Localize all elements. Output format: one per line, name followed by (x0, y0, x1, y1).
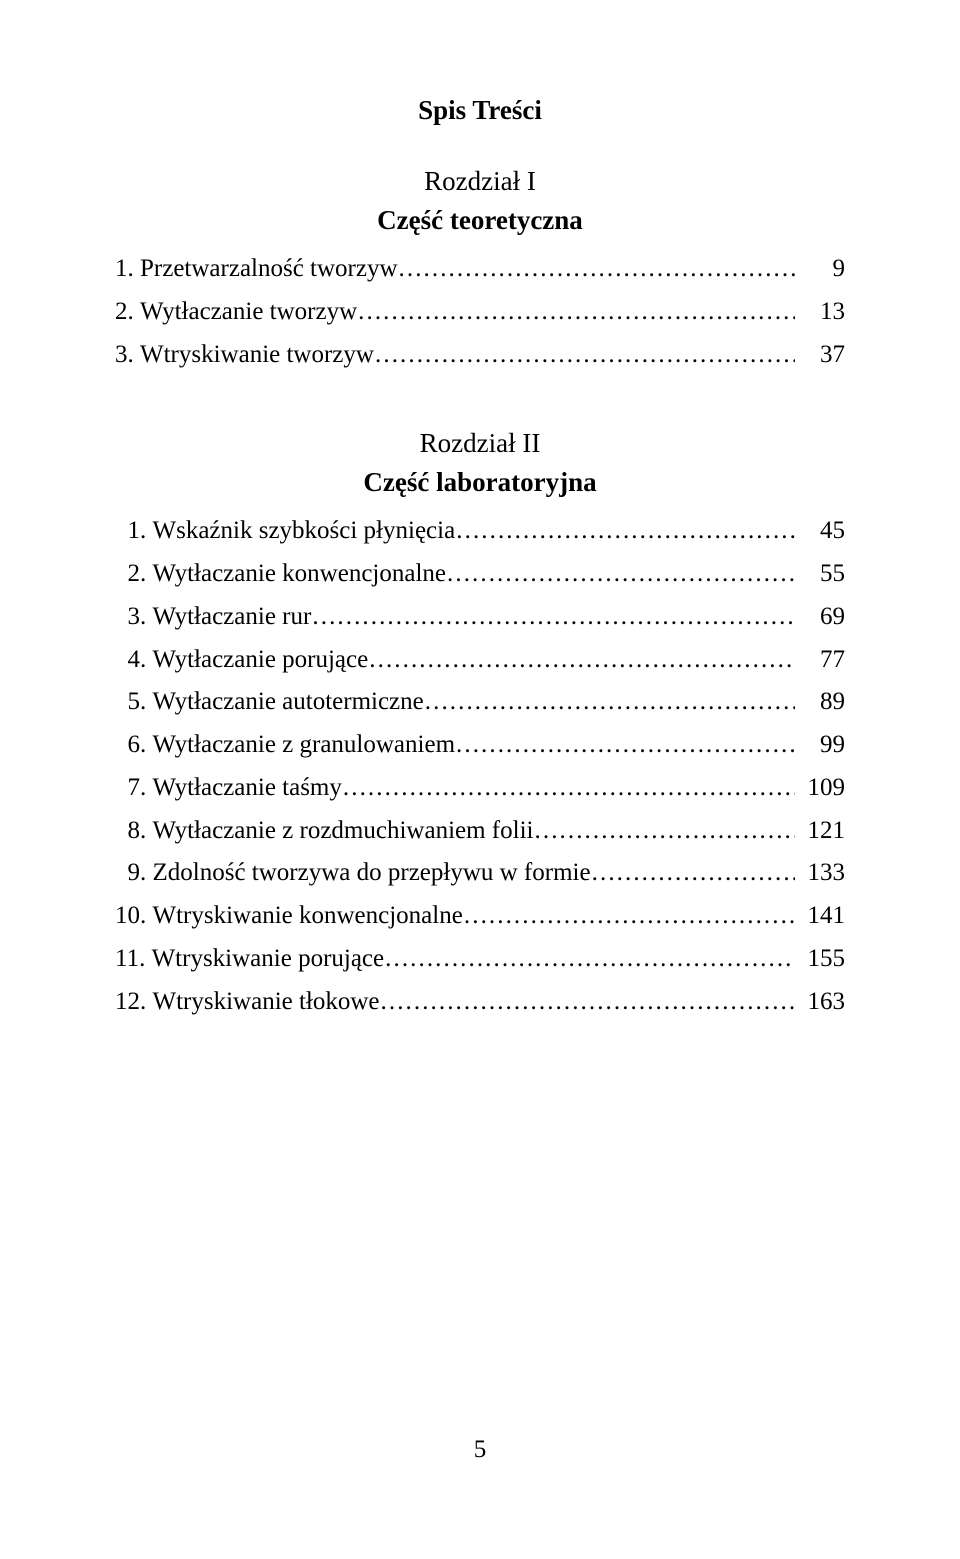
entry-label: Wytłaczanie z rozdmuchiwaniem folii (153, 812, 534, 851)
entry-page: 69 (795, 598, 845, 637)
leader-dots: …………………………………………………………………………………………………………… (463, 897, 795, 936)
part-heading: Część teoretyczna (115, 205, 845, 236)
entry-number: 10. (115, 897, 153, 936)
chapter-heading: Rozdział II (115, 428, 845, 459)
leader-dots: …………………………………………………………………………………………………………… (342, 769, 795, 808)
entry-page: 163 (795, 983, 845, 1022)
entry-page: 133 (795, 854, 845, 893)
leader-dots: …………………………………………………………………………………………………………… (384, 940, 795, 979)
entry-page: 13 (795, 293, 845, 332)
leader-dots: …………………………………………………………………………………………………………… (374, 336, 795, 375)
entry-number: 1. (115, 512, 153, 551)
leader-dots: …………………………………………………………………………………………………………… (591, 854, 795, 893)
leader-dots: …………………………………………………………………………………………………………… (455, 726, 795, 765)
entry-page: 77 (795, 641, 845, 680)
page: Spis Treści Rozdział I Część teoretyczna 1… (0, 0, 960, 1559)
toc-entry: 3. Wtryskiwanie tworzyw……………………………………………… (115, 336, 845, 375)
toc-entry: 5. Wytłaczanie autotermiczne………………………………… (115, 683, 845, 722)
entry-number: 1. (115, 250, 140, 289)
chapter-heading: Rozdział I (115, 166, 845, 197)
entry-number: 8. (115, 812, 153, 851)
entry-page: 9 (795, 250, 845, 289)
entry-page: 55 (795, 555, 845, 594)
entry-label: Wytłaczanie taśmy (153, 769, 342, 808)
toc-entry: 2. Wytłaczanie konwencjonalne……………………………… (115, 555, 845, 594)
entry-number: 2. (115, 555, 153, 594)
toc-entry: 6. Wytłaczanie z granulowaniem…………………………… (115, 726, 845, 765)
entry-number: 3. (115, 336, 140, 375)
entry-page: 89 (795, 683, 845, 722)
entry-label: Wytłaczanie konwencjonalne (153, 555, 447, 594)
entry-number: 9. (115, 854, 153, 893)
entry-page: 155 (795, 940, 845, 979)
toc-entry: 1. Przetwarzalność tworzyw……………………………………… (115, 250, 845, 289)
leader-dots: …………………………………………………………………………………………………………… (380, 983, 795, 1022)
entry-label: Wytłaczanie porujące (153, 641, 369, 680)
leader-dots: …………………………………………………………………………………………………………… (424, 683, 795, 722)
page-number: 5 (0, 1436, 960, 1464)
leader-dots: …………………………………………………………………………………………………………… (311, 598, 795, 637)
toc-entry: 11. Wtryskiwanie porujące………………………………………… (115, 940, 845, 979)
toc-entry: 3. Wytłaczanie rur…………………………………………………………… (115, 598, 845, 637)
leader-dots: …………………………………………………………………………………………………………… (455, 512, 795, 551)
entry-number: 7. (115, 769, 153, 808)
toc-entry: 7. Wytłaczanie taśmy……………………………………………………… (115, 769, 845, 808)
toc-entry: 2. Wytłaczanie tworzyw………………………………………………… (115, 293, 845, 332)
entry-number: 12. (115, 983, 153, 1022)
toc-entry: 4. Wytłaczanie porujące……………………………………………… (115, 641, 845, 680)
entry-label: Wytłaczanie rur (153, 598, 312, 637)
entry-number: 2. (115, 293, 140, 332)
entry-page: 141 (795, 897, 845, 936)
entry-label: Wytłaczanie z granulowaniem (153, 726, 456, 765)
leader-dots: …………………………………………………………………………………………………………… (398, 250, 795, 289)
entry-page: 109 (795, 769, 845, 808)
entry-label: Wtryskiwanie konwencjonalne (153, 897, 463, 936)
entry-label: Wtryskiwanie tworzyw (140, 336, 374, 375)
entry-label: Wytłaczanie autotermiczne (153, 683, 424, 722)
entry-label: Zdolność tworzywa do przepływu w formie (153, 854, 591, 893)
entry-page: 99 (795, 726, 845, 765)
entry-number: 11. (115, 940, 152, 979)
leader-dots: …………………………………………………………………………………………………………… (357, 293, 795, 332)
leader-dots: …………………………………………………………………………………………………………… (446, 555, 795, 594)
entry-page: 121 (795, 812, 845, 851)
entry-number: 5. (115, 683, 153, 722)
entry-number: 4. (115, 641, 153, 680)
toc-container: Rozdział I Część teoretyczna 1. Przetwarza… (115, 166, 845, 1021)
toc-entry: 12. Wtryskiwanie tłokowe…………………………………………… (115, 983, 845, 1022)
entry-label: Wtryskiwanie tłokowe (153, 983, 380, 1022)
entry-page: 45 (795, 512, 845, 551)
leader-dots: …………………………………………………………………………………………………………… (533, 812, 795, 851)
toc-entry: 1. Wskaźnik szybkości płynięcia………………………… (115, 512, 845, 551)
toc-entry: 8. Wytłaczanie z rozdmuchiwaniem folii……… (115, 812, 845, 851)
toc-entry: 10. Wtryskiwanie konwencjonalne………………………… (115, 897, 845, 936)
entry-label: Wskaźnik szybkości płynięcia (153, 512, 456, 551)
entry-label: Wtryskiwanie porujące (152, 940, 385, 979)
entry-page: 37 (795, 336, 845, 375)
entry-label: Wytłaczanie tworzyw (140, 293, 357, 332)
leader-dots: …………………………………………………………………………………………………………… (368, 641, 795, 680)
entry-number: 6. (115, 726, 153, 765)
toc-entry: 9. Zdolność tworzywa do przepływu w form… (115, 854, 845, 893)
entry-number: 3. (115, 598, 153, 637)
entry-label: Przetwarzalność tworzyw (140, 250, 398, 289)
part-heading: Część laboratoryjna (115, 467, 845, 498)
page-title: Spis Treści (115, 95, 845, 126)
section-gap (115, 378, 845, 418)
